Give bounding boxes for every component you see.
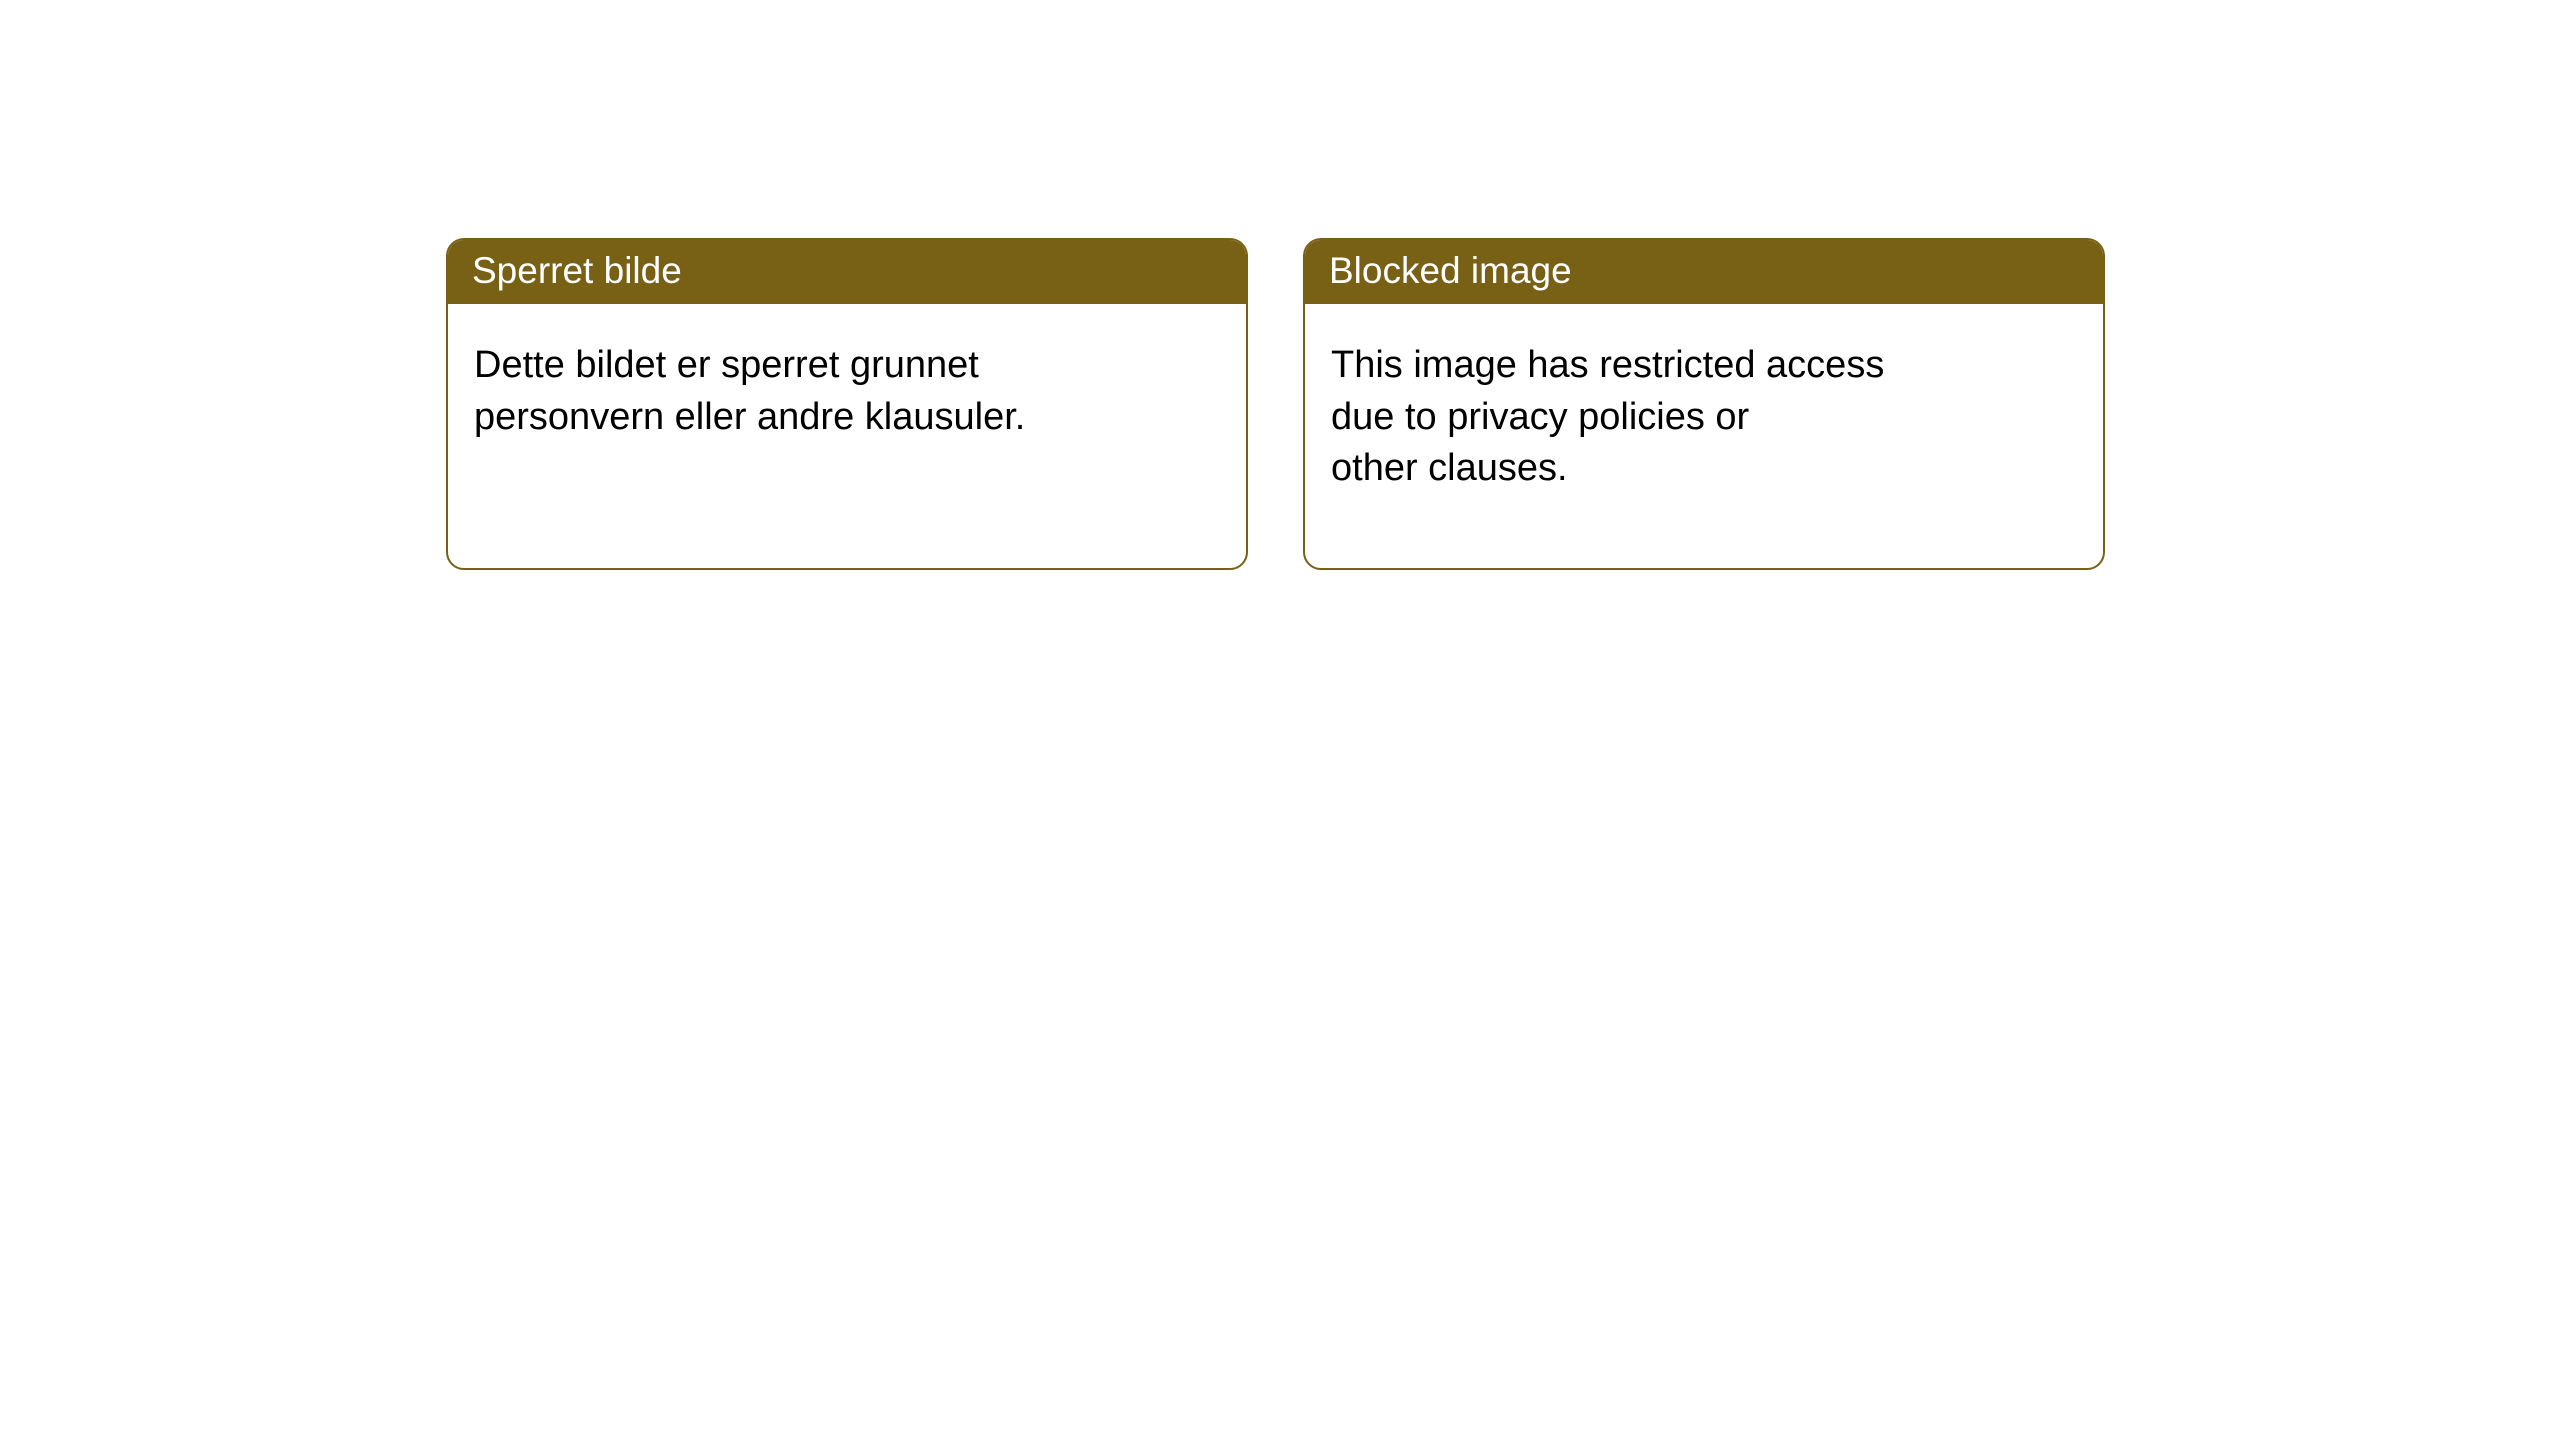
notice-container: Sperret bilde Dette bildet er sperret gr…: [0, 0, 2560, 570]
notice-card-english: Blocked image This image has restricted …: [1303, 238, 2105, 570]
notice-body: Dette bildet er sperret grunnet personve…: [448, 304, 1108, 469]
notice-card-norwegian: Sperret bilde Dette bildet er sperret gr…: [446, 238, 1248, 570]
notice-header: Blocked image: [1305, 240, 2103, 304]
notice-header: Sperret bilde: [448, 240, 1246, 304]
notice-body: This image has restricted access due to …: [1305, 304, 1965, 520]
